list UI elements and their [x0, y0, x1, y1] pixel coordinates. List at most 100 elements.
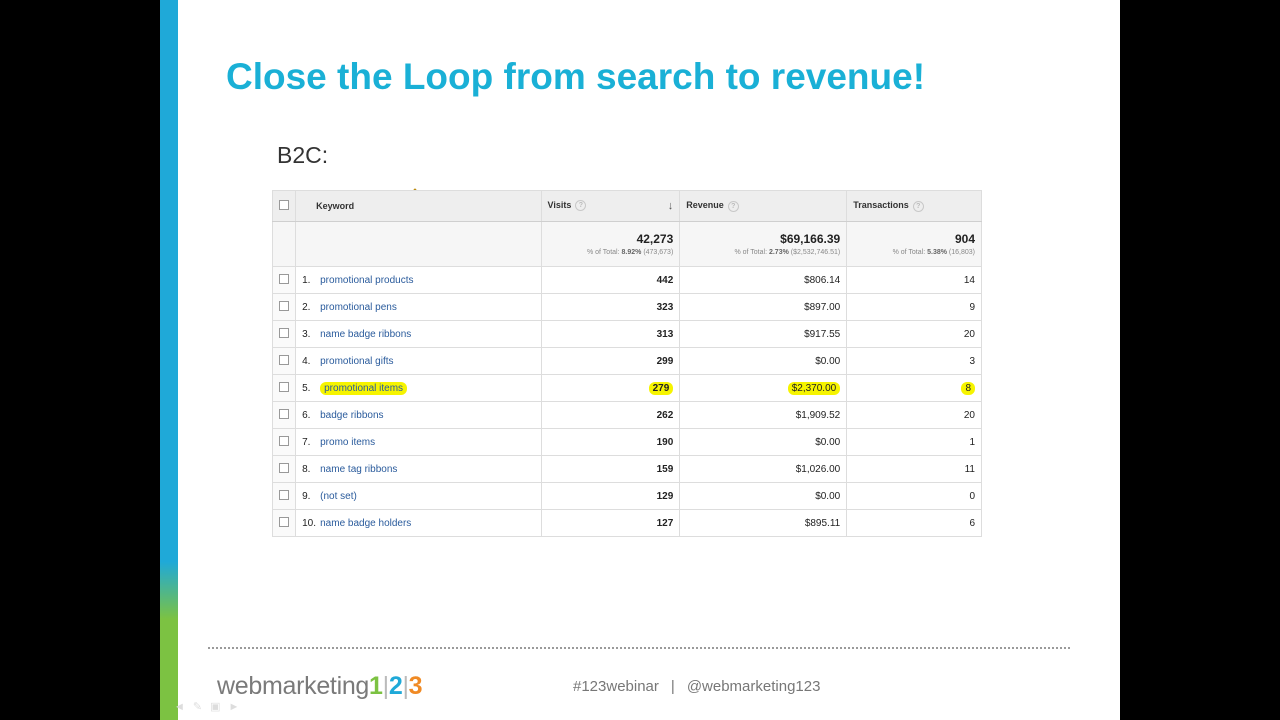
pct-label: % of Total:	[892, 249, 926, 256]
slide-menu-icon[interactable]: ▣	[210, 701, 221, 713]
header-visits[interactable]: Visits? ↓	[540, 190, 681, 222]
help-question-icon[interactable]: ?	[727, 200, 739, 212]
checkbox-icon[interactable]	[279, 462, 290, 473]
select-all-header[interactable]	[271, 190, 297, 222]
pct-label: % of Total:	[734, 249, 768, 256]
transactions-cell: 1	[846, 428, 982, 456]
footer-divider	[208, 647, 1070, 649]
checkbox-icon[interactable]	[279, 516, 290, 527]
keyword-link[interactable]: badge ribbons	[320, 409, 384, 421]
logo-number-2: 2	[388, 672, 403, 700]
total-visits: 42,273	[636, 232, 674, 246]
footer-separator: |	[670, 678, 675, 695]
slide: Close the Loop from search to revenue! B…	[160, 0, 1120, 720]
pct-value: 2.73%	[768, 249, 789, 256]
pct-label: % of Total:	[586, 249, 620, 256]
table-row: 5. promotional items 279 $2,370.00 8	[271, 374, 982, 402]
revenue-value: $0.00	[815, 436, 841, 448]
keyword-link[interactable]: (not set)	[320, 490, 357, 502]
checkbox-icon[interactable]	[279, 300, 290, 311]
total-revenue-pct: % of Total: 2.73% ($2,532,746.51)	[686, 249, 840, 256]
visits-cell: 323	[540, 293, 681, 321]
next-slide-icon[interactable]: ►	[228, 701, 240, 713]
transactions-value: 1	[969, 436, 975, 448]
slide-nav-controls: ◄ ✎ ▣ ►	[174, 700, 247, 713]
keyword-link[interactable]: promotional products	[320, 274, 414, 286]
company-logo: webmarketing1|2|3	[217, 672, 423, 701]
keyword-link[interactable]: promo items	[320, 436, 376, 448]
table-header-row: Keyword Visits? ↓ Revenue? Transactions?	[271, 190, 982, 222]
logo-number-3: 3	[408, 672, 423, 700]
transactions-highlight: 8	[961, 381, 975, 395]
checkbox-icon[interactable]	[279, 273, 290, 284]
checkbox-icon[interactable]	[279, 381, 290, 392]
logo-separator: |	[382, 672, 390, 700]
total-revenue: $69,166.39	[780, 232, 841, 246]
visits-value: 129	[656, 490, 674, 502]
footer-handle: @webmarketing123	[686, 678, 821, 695]
row-checkbox-cell[interactable]	[271, 428, 297, 456]
visits-value: 159	[656, 463, 674, 475]
row-checkbox-cell[interactable]	[271, 401, 297, 429]
transactions-value: 8	[965, 382, 971, 394]
help-question-icon[interactable]: ?	[575, 200, 587, 212]
totals-revenue-cell: $69,166.39 % of Total: 2.73% ($2,532,746…	[679, 221, 848, 267]
visits-cell: 442	[540, 266, 681, 294]
keyword-cell: 3. name badge ribbons	[295, 320, 542, 348]
header-keyword[interactable]: Keyword	[295, 190, 542, 222]
transactions-cell: 3	[846, 347, 982, 375]
transactions-cell: 20	[846, 320, 982, 348]
checkbox-icon[interactable]	[279, 435, 290, 446]
totals-transactions-cell: 904 % of Total: 5.38% (16,803)	[846, 221, 982, 267]
revenue-cell: $1,026.00	[679, 455, 848, 483]
checkbox-icon[interactable]	[279, 327, 290, 338]
checkbox-icon[interactable]	[279, 408, 290, 419]
row-checkbox-cell[interactable]	[271, 509, 297, 537]
table-row: 2. promotional pens 323 $897.00 9	[271, 293, 982, 321]
row-checkbox-cell[interactable]	[271, 266, 297, 294]
keyword-cell: 6. badge ribbons	[295, 401, 542, 429]
select-all-checkbox-icon[interactable]	[279, 200, 290, 210]
pen-tool-icon[interactable]: ✎	[192, 701, 203, 713]
row-index: 5.	[302, 382, 311, 394]
header-revenue[interactable]: Revenue?	[679, 190, 848, 222]
accent-bar	[160, 0, 178, 720]
revenue-cell: $1,909.52	[679, 401, 848, 429]
row-index: 6.	[302, 409, 311, 421]
keyword-link[interactable]: promotional pens	[320, 301, 397, 313]
transactions-value: 20	[963, 328, 975, 340]
table-row: 9. (not set) 129 $0.00 0	[271, 482, 982, 510]
checkbox-icon[interactable]	[279, 489, 290, 500]
revenue-cell: $2,370.00	[679, 374, 848, 402]
revenue-cell: $917.55	[679, 320, 848, 348]
keyword-link[interactable]: promotional items	[324, 382, 404, 394]
visits-cell: 127	[540, 509, 681, 537]
visits-cell: 190	[540, 428, 681, 456]
totals-empty-cell	[271, 221, 297, 267]
table-row: 10. name badge holders 127 $895.11 6	[271, 509, 982, 537]
total-visits-pct: % of Total: 8.92% (473,673)	[548, 249, 673, 256]
analytics-table-container: Keyword Visits? ↓ Revenue? Transactions?	[271, 190, 984, 572]
keyword-link[interactable]: name badge holders	[320, 517, 412, 529]
row-checkbox-cell[interactable]	[271, 320, 297, 348]
row-checkbox-cell[interactable]	[271, 293, 297, 321]
row-checkbox-cell[interactable]	[271, 455, 297, 483]
row-checkbox-cell[interactable]	[271, 482, 297, 510]
visits-cell: 159	[540, 455, 681, 483]
keyword-link[interactable]: name badge ribbons	[320, 328, 412, 340]
checkbox-icon[interactable]	[279, 354, 290, 365]
keyword-link[interactable]: promotional gifts	[320, 355, 394, 367]
keyword-link[interactable]: name tag ribbons	[320, 463, 398, 475]
help-question-icon[interactable]: ?	[912, 200, 924, 212]
visits-value: 442	[656, 274, 674, 286]
row-checkbox-cell[interactable]	[271, 374, 297, 402]
visits-value: 127	[656, 517, 674, 529]
keyword-report-table: Keyword Visits? ↓ Revenue? Transactions?	[271, 190, 982, 537]
row-index: 4.	[302, 355, 311, 367]
revenue-value: $897.00	[804, 301, 841, 313]
logo-number-1: 1	[369, 672, 383, 700]
prev-slide-icon[interactable]: ◄	[174, 701, 185, 713]
row-checkbox-cell[interactable]	[271, 347, 297, 375]
header-transactions[interactable]: Transactions?	[846, 190, 982, 222]
sort-down-arrow-icon[interactable]: ↓	[667, 200, 674, 212]
